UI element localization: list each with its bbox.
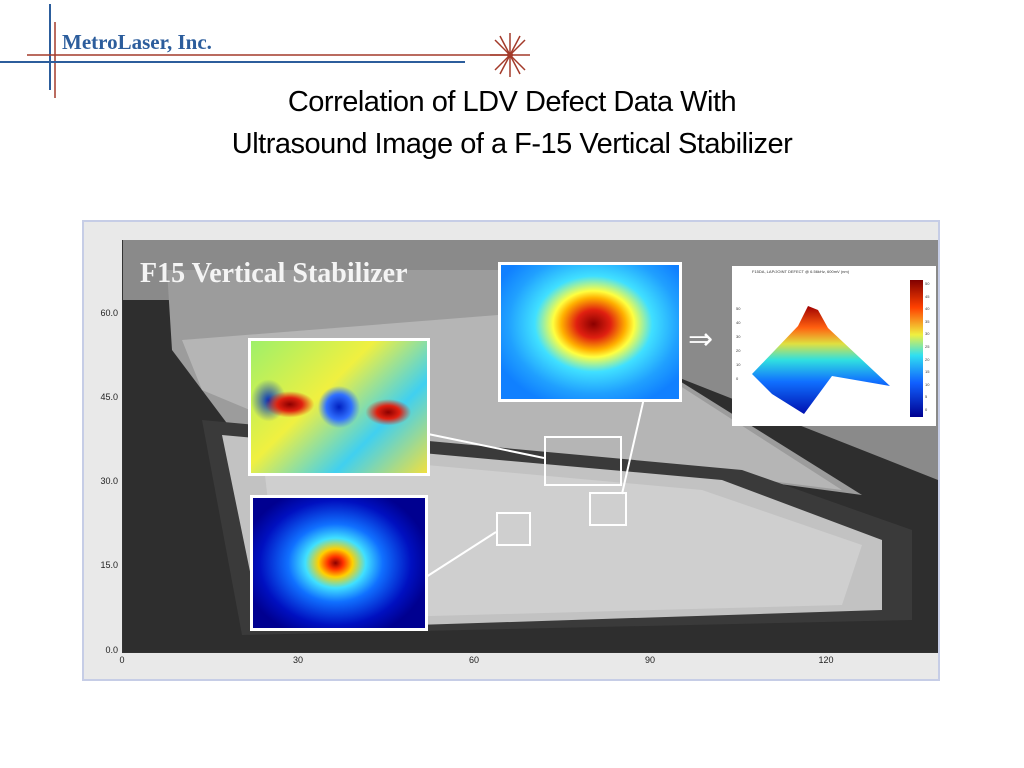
slide-title-line1: Correlation of LDV Defect Data With: [287, 86, 737, 118]
y-tick: 15.0: [100, 560, 118, 570]
image-label: F15 Vertical Stabilizer: [140, 258, 408, 289]
z-tick: 50: [736, 306, 741, 311]
ultrasound-figure: 60.0 45.0 30.0 15.0 0.0 0 30 60 90 120 F…: [82, 220, 940, 681]
surface-plot-title: F15DA, LAP/JOINT DEFECT @ 6.56kHz, 600mV…: [752, 269, 850, 274]
x-tick: 120: [818, 655, 834, 665]
y-tick: 45.0: [100, 392, 118, 402]
surface-plot: [752, 280, 923, 417]
colorbar-tick: 5: [925, 394, 928, 400]
x-tick: 90: [644, 655, 655, 665]
logo-lines-icon: [0, 4, 530, 98]
colorbar-tick: 10: [925, 381, 930, 387]
colorbar-tick: 0: [925, 406, 928, 412]
x-tick: 60: [468, 655, 479, 665]
defect-box: [589, 492, 627, 526]
company-name: MetroLaser, Inc.: [62, 30, 212, 54]
colorbar-tick: 20: [925, 356, 930, 362]
z-tick: 0: [736, 376, 739, 381]
defect-box: [544, 436, 622, 486]
colorbar-ticks: 50 45 40 35 30 25 20 15 10 5 0: [925, 278, 929, 417]
colorbar-tick: 40: [925, 306, 930, 312]
ldv-scan-inset-1: [248, 338, 430, 476]
colorbar-tick: 50: [925, 281, 930, 286]
colorbar-tick: 30: [925, 331, 930, 337]
colorbar-tick: 35: [925, 318, 930, 324]
colorbar-tick: 15: [925, 369, 930, 375]
x-tick: 0: [119, 655, 125, 665]
z-tick: 40: [736, 320, 741, 325]
slide-title-line2: Ultrasound Image of a F-15 Vertical Stab…: [231, 128, 793, 160]
y-tick: 30.0: [100, 476, 118, 486]
y-tick: 60.0: [100, 308, 118, 318]
logo: MetroLaser, Inc.: [0, 0, 540, 100]
z-tick: 30: [736, 334, 741, 339]
z-ticks: 50 40 30 20 10 0: [736, 302, 740, 386]
z-tick: 20: [736, 348, 741, 353]
defect-box: [496, 512, 531, 546]
arrow-icon: ⇒: [688, 323, 714, 356]
colorbar-tick: 45: [925, 293, 930, 299]
colorbar-tick: 25: [925, 343, 930, 349]
leader-lines: [425, 397, 645, 578]
y-tick: 0.0: [105, 645, 118, 655]
z-tick: 10: [736, 362, 741, 367]
surface-plot-inset: F15DA, LAP/JOINT DEFECT @ 6.56kHz, 600mV…: [732, 266, 936, 426]
ldv-scan-inset-2: [250, 495, 428, 631]
ldv-scan-inset-3: [498, 262, 682, 402]
x-tick: 30: [292, 655, 303, 665]
